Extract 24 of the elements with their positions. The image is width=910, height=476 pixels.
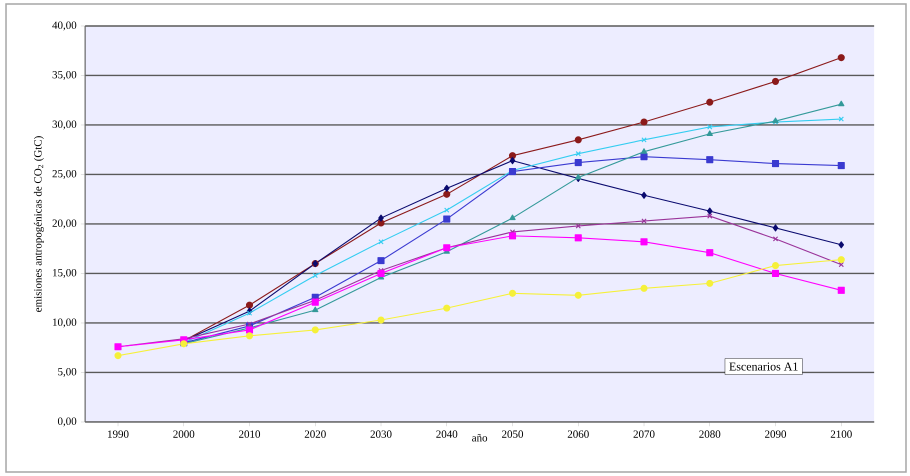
x-tick-label: 2080 <box>699 430 720 438</box>
x-tick-label: 2000 <box>173 430 194 438</box>
y-tick-label: 15,00 <box>53 269 76 278</box>
x-tick-label: 2100 <box>830 430 852 438</box>
y-tick-label: 20,00 <box>52 220 76 228</box>
x-tick-label: 2030 <box>370 430 392 438</box>
x-tick-label: 2020 <box>304 430 326 438</box>
x-tick-label: 2060 <box>568 430 589 438</box>
x-tick-label: 2070 <box>634 430 655 438</box>
x-tick-label: 1990 <box>108 430 129 438</box>
x-axis-title: año <box>472 434 488 442</box>
x-tick-label: 2040 <box>436 430 458 438</box>
y-tick-label: 25,00 <box>52 170 76 179</box>
x-tick-label: 2090 <box>765 430 786 438</box>
y-tick-label: 10,00 <box>53 318 76 328</box>
y-tick-label: 0,00 <box>58 418 76 426</box>
y-axis-title: emisiones antropogénicas de CO$_{2}$ (GtC) <box>34 136 44 312</box>
x-tick-label: 2050 <box>502 430 524 438</box>
y-tick-label: 35,00 <box>52 71 76 80</box>
y-tick-label: 5,00 <box>58 368 76 377</box>
y-tick-label: 30,00 <box>52 120 76 130</box>
y-tick-label: 40,00 <box>52 22 76 30</box>
annotation: Escenarios A1 <box>729 362 798 371</box>
x-tick-label: 2010 <box>239 430 260 438</box>
